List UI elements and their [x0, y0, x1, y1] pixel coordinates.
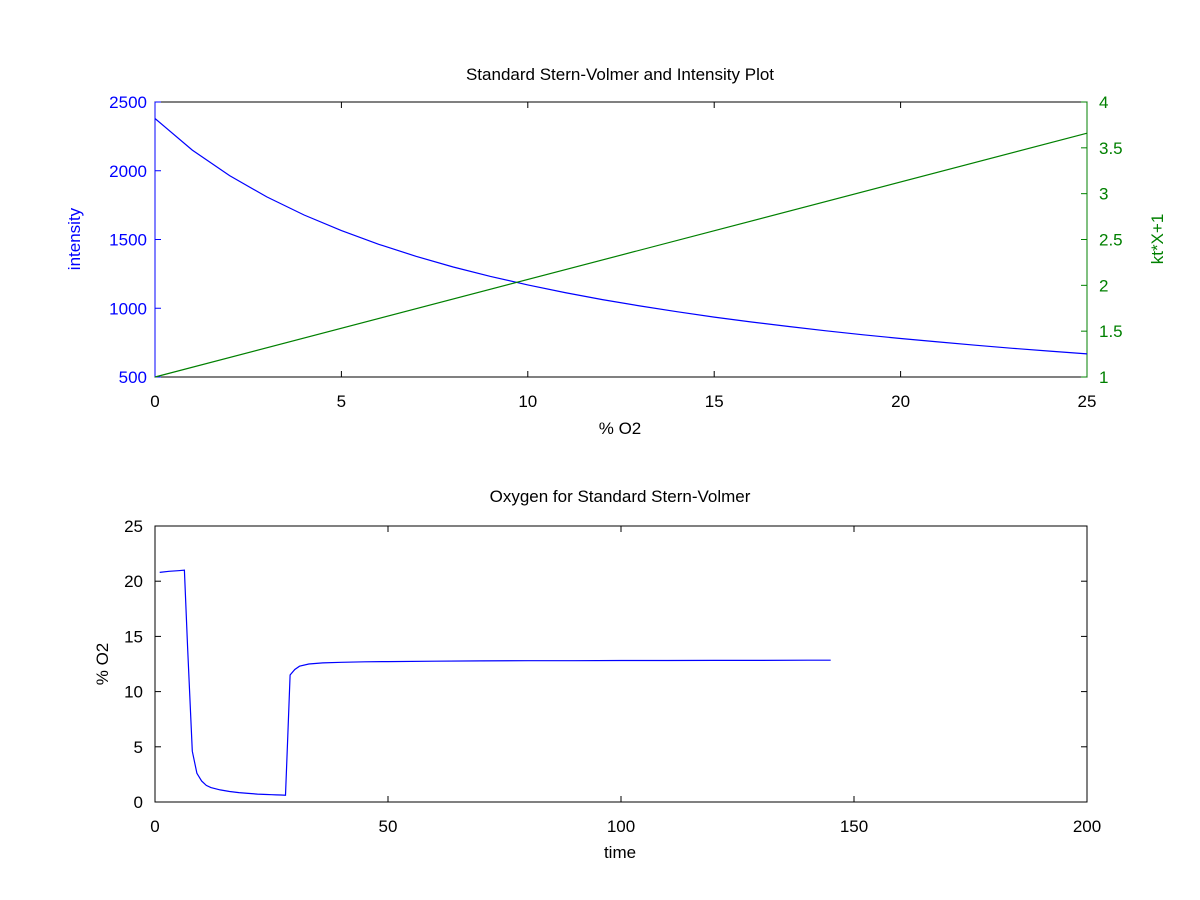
- top-left-y-tick-label: 1500: [109, 231, 147, 250]
- top-x-tick-label: 0: [150, 392, 159, 411]
- top-right-y-tick-label: 1.5: [1099, 322, 1123, 341]
- top-plot-area: 0 5 10 15 20 25 500 1000 1500 2000 2500 1 1.5 2 2.5 3 3.…: [109, 93, 1122, 411]
- top-left-y-tick-label: 2500: [109, 93, 147, 112]
- bottom-plot-area: 0 50 100 150 200 0 5 10 15 20 25: [124, 517, 1101, 836]
- bottom-x-tick-label: 150: [840, 817, 868, 836]
- top-left-y-axis-label: intensity: [65, 207, 84, 270]
- top-right-y-tick-label: 4: [1099, 93, 1108, 112]
- top-right-y-tick-label: 3.5: [1099, 139, 1123, 158]
- bottom-y-tick-label: 0: [134, 793, 143, 812]
- bottom-y-tick-label: 25: [124, 517, 143, 536]
- top-plot-frame: [154, 101, 1088, 378]
- bottom-x-tick-label: 100: [607, 817, 635, 836]
- bottom-y-tick-label: 15: [124, 627, 143, 646]
- chart-oxygen: Oxygen for Standard Stern-Volmer 0 50 100 1…: [93, 487, 1101, 862]
- top-left-y-tick-label: 2000: [109, 162, 147, 181]
- top-x-axis-label: % O2: [599, 419, 642, 438]
- top-right-y-tick-label: 2.5: [1099, 231, 1123, 250]
- top-x-tick-label: 5: [337, 392, 346, 411]
- bottom-y-tick-label: 20: [124, 572, 143, 591]
- bottom-y-tick-label: 5: [134, 738, 143, 757]
- top-x-tick-label: 20: [891, 392, 910, 411]
- bottom-x-tick-label: 50: [379, 817, 398, 836]
- bottom-plot-frame: [154, 525, 1088, 803]
- bottom-y-tick-label: 10: [124, 683, 143, 702]
- stern-volmer-series-line: [154, 132, 1088, 378]
- chart-intensity-stern-volmer: Standard Stern-Volmer and Intensity Plot…: [65, 65, 1167, 438]
- top-x-tick-label: 10: [518, 392, 537, 411]
- top-chart-title: Standard Stern-Volmer and Intensity Plot: [466, 65, 774, 84]
- bottom-x-axis-label: time: [604, 843, 636, 862]
- oxygen-series-line: [159, 569, 831, 796]
- top-x-tick-label: 25: [1078, 392, 1097, 411]
- top-right-y-tick-label: 2: [1099, 276, 1108, 295]
- top-right-y-tick-label: 1: [1099, 368, 1108, 387]
- top-x-tick-label: 15: [705, 392, 724, 411]
- bottom-y-axis-label: % O2: [93, 643, 112, 686]
- top-right-y-tick-label: 3: [1099, 185, 1108, 204]
- bottom-x-tick-label: 200: [1073, 817, 1101, 836]
- bottom-chart-title: Oxygen for Standard Stern-Volmer: [490, 487, 751, 506]
- bottom-x-tick-label: 0: [150, 817, 159, 836]
- top-left-y-tick-label: 1000: [109, 299, 147, 318]
- intensity-series-line: [154, 118, 1088, 355]
- top-right-y-axis-label: kt*X+1: [1148, 214, 1167, 265]
- top-left-y-tick-label: 500: [119, 368, 147, 387]
